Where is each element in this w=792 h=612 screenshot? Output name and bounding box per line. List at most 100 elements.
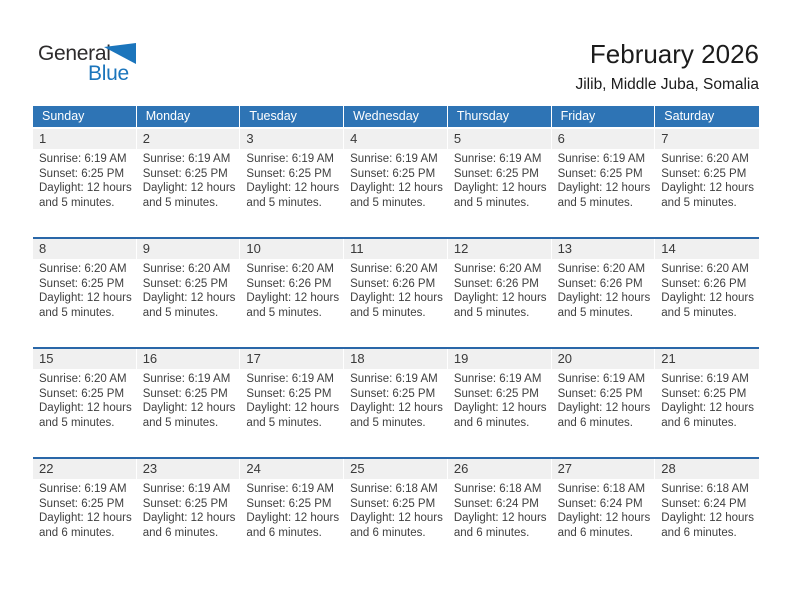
day-cell: 8 Sunrise: 6:20 AM Sunset: 6:25 PM Daylight… bbox=[33, 239, 137, 347]
day-cell: 1 Sunrise: 6:19 AM Sunset: 6:25 PM Daylight… bbox=[33, 129, 137, 237]
day-detail-line: and 5 minutes. bbox=[661, 306, 737, 319]
day-number: 16 bbox=[136, 349, 241, 369]
day-number: 3 bbox=[240, 129, 345, 149]
day-details: Sunrise: 6:18 AM Sunset: 6:25 PM Daylight:… bbox=[344, 479, 448, 540]
general-blue-logo: General Blue bbox=[38, 42, 158, 85]
day-cell: 17 Sunrise: 6:19 AM Sunset: 6:25 PM Dayligh… bbox=[240, 349, 345, 457]
day-details: Sunrise: 6:19 AM Sunset: 6:25 PM Daylight:… bbox=[552, 369, 656, 430]
page-subtitle: Jilib, Middle Juba, Somalia bbox=[575, 76, 759, 93]
day-details: Sunrise: 6:18 AM Sunset: 6:24 PM Daylight:… bbox=[655, 479, 759, 540]
day-details: Sunrise: 6:19 AM Sunset: 6:25 PM Daylight:… bbox=[137, 369, 241, 430]
day-detail-line: Daylight: 12 hours bbox=[39, 402, 132, 415]
day-detail-line: Daylight: 12 hours bbox=[557, 292, 651, 305]
week-row: 22 Sunrise: 6:19 AM Sunset: 6:25 PM Dayligh… bbox=[33, 457, 759, 567]
day-detail-line: Sunrise: 6:19 AM bbox=[142, 483, 231, 495]
day-detail-line: and 5 minutes. bbox=[350, 306, 426, 319]
day-details: Sunrise: 6:20 AM Sunset: 6:26 PM Daylight:… bbox=[344, 259, 448, 320]
day-detail-line: Daylight: 12 hours bbox=[142, 512, 236, 525]
day-detail-line: Sunrise: 6:19 AM bbox=[350, 373, 438, 385]
day-detail-line: Sunset: 6:24 PM bbox=[453, 497, 539, 510]
day-cell: 21 Sunrise: 6:19 AM Sunset: 6:25 PM Dayligh… bbox=[655, 349, 759, 457]
weekday-header: Thursday bbox=[448, 106, 552, 127]
day-cell: 5 Sunrise: 6:19 AM Sunset: 6:25 PM Daylight… bbox=[447, 129, 552, 237]
day-number: 22 bbox=[33, 459, 137, 479]
day-cell: 13 Sunrise: 6:20 AM Sunset: 6:26 PM Dayligh… bbox=[551, 239, 656, 347]
day-details: Sunrise: 6:19 AM Sunset: 6:25 PM Daylight:… bbox=[137, 149, 241, 210]
day-detail-line: Sunrise: 6:19 AM bbox=[39, 153, 127, 165]
calendar-weeks: 1 Sunrise: 6:19 AM Sunset: 6:25 PM Daylight… bbox=[33, 127, 759, 567]
day-details: Sunrise: 6:20 AM Sunset: 6:25 PM Daylight:… bbox=[137, 259, 241, 320]
day-number: 10 bbox=[240, 239, 345, 259]
day-detail-line: Daylight: 12 hours bbox=[453, 182, 547, 195]
day-detail-line: Daylight: 12 hours bbox=[661, 512, 754, 525]
day-detail-line: and 6 minutes. bbox=[661, 416, 737, 429]
day-details: Sunrise: 6:18 AM Sunset: 6:24 PM Daylight:… bbox=[448, 479, 552, 540]
day-detail-line: Sunrise: 6:20 AM bbox=[557, 263, 646, 275]
logo-flag-triangle-icon bbox=[104, 43, 136, 64]
day-detail-line: and 5 minutes. bbox=[142, 416, 219, 429]
day-cell: 22 Sunrise: 6:19 AM Sunset: 6:25 PM Dayligh… bbox=[33, 459, 137, 567]
day-detail-line: Daylight: 12 hours bbox=[350, 512, 443, 525]
day-cell: 16 Sunrise: 6:19 AM Sunset: 6:25 PM Dayligh… bbox=[136, 349, 241, 457]
day-details: Sunrise: 6:20 AM Sunset: 6:25 PM Daylight:… bbox=[655, 149, 759, 210]
day-number: 5 bbox=[447, 129, 552, 149]
day-details: Sunrise: 6:20 AM Sunset: 6:25 PM Daylight:… bbox=[33, 369, 137, 430]
day-detail-line: Sunset: 6:25 PM bbox=[142, 167, 228, 180]
day-detail-line: Daylight: 12 hours bbox=[557, 512, 651, 525]
day-detail-line: Sunset: 6:25 PM bbox=[246, 497, 332, 510]
day-detail-line: Sunset: 6:25 PM bbox=[350, 497, 436, 510]
calendar-table: Sunday Monday Tuesday Wednesday Thursday Frid… bbox=[33, 106, 759, 567]
day-details: Sunrise: 6:19 AM Sunset: 6:25 PM Daylight:… bbox=[655, 369, 759, 430]
day-detail-line: and 5 minutes. bbox=[39, 416, 115, 429]
day-detail-line: Sunset: 6:25 PM bbox=[142, 387, 228, 400]
day-detail-line: Sunrise: 6:19 AM bbox=[661, 373, 749, 385]
day-detail-line: Daylight: 12 hours bbox=[39, 292, 132, 305]
day-detail-line: Sunset: 6:24 PM bbox=[661, 497, 747, 510]
day-detail-line: Sunset: 6:25 PM bbox=[557, 167, 643, 180]
day-number: 11 bbox=[344, 239, 448, 259]
day-detail-line: Sunrise: 6:19 AM bbox=[246, 373, 334, 385]
day-detail-line: Sunrise: 6:19 AM bbox=[39, 483, 127, 495]
day-cell: 11 Sunrise: 6:20 AM Sunset: 6:26 PM Dayligh… bbox=[344, 239, 448, 347]
day-cell: 10 Sunrise: 6:20 AM Sunset: 6:26 PM Dayligh… bbox=[240, 239, 345, 347]
day-cell: 15 Sunrise: 6:20 AM Sunset: 6:25 PM Dayligh… bbox=[33, 349, 137, 457]
day-detail-line: Daylight: 12 hours bbox=[350, 292, 443, 305]
day-cell: 18 Sunrise: 6:19 AM Sunset: 6:25 PM Dayligh… bbox=[344, 349, 448, 457]
day-cell: 7 Sunrise: 6:20 AM Sunset: 6:25 PM Daylight… bbox=[655, 129, 759, 237]
day-detail-line: Sunset: 6:25 PM bbox=[350, 387, 436, 400]
day-detail-line: Sunrise: 6:18 AM bbox=[453, 483, 542, 495]
day-detail-line: Sunset: 6:25 PM bbox=[142, 277, 228, 290]
day-detail-line: Daylight: 12 hours bbox=[453, 292, 547, 305]
day-detail-line: and 6 minutes. bbox=[453, 526, 530, 539]
day-detail-line: Sunset: 6:25 PM bbox=[453, 387, 539, 400]
day-details: Sunrise: 6:19 AM Sunset: 6:25 PM Daylight:… bbox=[344, 369, 448, 430]
day-detail-line: Daylight: 12 hours bbox=[246, 182, 340, 195]
day-detail-line: Sunrise: 6:20 AM bbox=[39, 373, 127, 385]
day-detail-line: Sunset: 6:25 PM bbox=[39, 387, 125, 400]
day-details: Sunrise: 6:19 AM Sunset: 6:25 PM Daylight:… bbox=[240, 369, 344, 430]
weekday-header: Wednesday bbox=[344, 106, 448, 127]
day-detail-line: Sunrise: 6:19 AM bbox=[557, 153, 646, 165]
day-detail-line: and 5 minutes. bbox=[246, 416, 322, 429]
day-details: Sunrise: 6:20 AM Sunset: 6:26 PM Daylight:… bbox=[552, 259, 656, 320]
day-detail-line: and 5 minutes. bbox=[557, 306, 633, 319]
logo-text-general: General bbox=[38, 42, 111, 65]
day-number: 20 bbox=[551, 349, 656, 369]
day-number: 14 bbox=[655, 239, 759, 259]
day-detail-line: and 5 minutes. bbox=[142, 196, 219, 209]
day-detail-line: Sunrise: 6:20 AM bbox=[661, 153, 749, 165]
day-detail-line: Sunset: 6:25 PM bbox=[661, 387, 747, 400]
day-detail-line: and 5 minutes. bbox=[453, 196, 530, 209]
day-details: Sunrise: 6:20 AM Sunset: 6:25 PM Daylight:… bbox=[33, 259, 137, 320]
page-title: February 2026 bbox=[589, 39, 759, 69]
day-cell: 4 Sunrise: 6:19 AM Sunset: 6:25 PM Daylight… bbox=[344, 129, 448, 237]
day-details: Sunrise: 6:19 AM Sunset: 6:25 PM Daylight:… bbox=[448, 149, 552, 210]
day-detail-line: and 5 minutes. bbox=[557, 196, 633, 209]
day-detail-line: and 5 minutes. bbox=[350, 196, 426, 209]
day-detail-line: Sunrise: 6:20 AM bbox=[39, 263, 127, 275]
day-cell: 23 Sunrise: 6:19 AM Sunset: 6:25 PM Dayligh… bbox=[136, 459, 241, 567]
day-number: 2 bbox=[136, 129, 241, 149]
day-detail-line: Daylight: 12 hours bbox=[142, 182, 236, 195]
day-detail-line: and 6 minutes. bbox=[453, 416, 530, 429]
day-detail-line: Sunrise: 6:19 AM bbox=[453, 153, 542, 165]
